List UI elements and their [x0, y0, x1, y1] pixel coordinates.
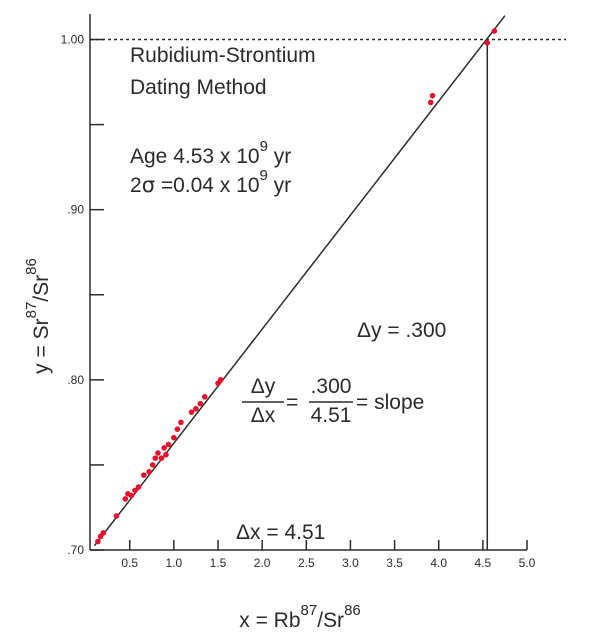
x-tick-label-7: 4.0 [430, 556, 447, 570]
data-point-11 [149, 462, 156, 468]
y-tick-label-4: .90 [67, 203, 84, 217]
age-value-line: Age 4.53 x 109 yr [130, 138, 291, 168]
slope-equals-sign: = [286, 391, 298, 414]
slope-fraction-2-denominator: 4.51 [311, 404, 352, 427]
data-point-26 [217, 377, 224, 383]
slope-fraction-2-numerator: .300 [311, 375, 352, 398]
data-point-4 [122, 496, 129, 502]
data-point-20 [178, 419, 184, 426]
data-point-22 [193, 405, 199, 412]
slope-fraction-1-denominator: Δx [251, 404, 276, 427]
y-tick-label-2: .80 [67, 373, 84, 387]
x-tick-label-1: 1.0 [166, 556, 183, 570]
x-tick-label-0: 0.5 [121, 556, 138, 570]
data-point-2 [100, 530, 107, 536]
y-axis-title: y = Sr87/Sr86 [23, 258, 53, 374]
data-point-21 [188, 409, 195, 415]
axes: .70 .80 .90 1.00 0.5 1.0 1.5 2.0 2.5 3.0 3.5 4.0 4.5… [61, 14, 536, 570]
data-point-6 [128, 492, 135, 499]
chart-title-line-1: Rubidium-Strontium [130, 44, 316, 67]
data-point-16 [163, 451, 169, 458]
data-point-28 [429, 92, 436, 99]
x-tick-label-8: 4.5 [475, 556, 492, 570]
x-tick-label-9: 5.0 [519, 556, 536, 570]
x-tick-label-4: 2.5 [298, 556, 315, 570]
x-tick-label-3: 2.0 [254, 556, 271, 570]
data-point-15 [161, 445, 167, 451]
y-tick-label-0: .70 [67, 543, 84, 557]
data-point-19 [174, 426, 181, 432]
data-point-18 [171, 434, 177, 441]
data-point-10 [146, 468, 152, 475]
data-point-9 [141, 472, 147, 478]
delta-y-annotation: Δy = .300 [357, 319, 446, 342]
data-point-27 [427, 99, 434, 106]
data-point-17 [165, 441, 172, 448]
data-point-30 [491, 28, 498, 34]
data-point-12 [152, 455, 159, 461]
x-axis-title: x = Rb87/Sr86 [239, 602, 361, 632]
age-uncertainty-line: 2σ =0.04 x 109 yr [130, 167, 291, 197]
data-point-29 [484, 40, 491, 46]
data-point-24 [201, 394, 208, 400]
data-point-0 [95, 538, 101, 545]
data-point-7 [132, 487, 138, 494]
chart-title-line-2: Dating Method [130, 76, 267, 99]
y-tick-label-6: 1.00 [61, 33, 85, 47]
x-tick-label-2: 1.5 [210, 556, 227, 570]
data-point-3 [113, 513, 120, 519]
data-point-8 [135, 484, 142, 490]
delta-x-annotation: Δx = 4.51 [236, 521, 325, 544]
slope-equation: Δy Δx = .300 4.51 = slope [242, 375, 424, 427]
slope-label: = slope [356, 391, 424, 414]
data-point-14 [158, 455, 165, 461]
x-tick-label-5: 3.0 [342, 556, 359, 570]
slope-fraction-1-numerator: Δy [251, 375, 276, 398]
data-point-23 [197, 400, 204, 407]
data-point-13 [155, 450, 161, 456]
data-marks [90, 15, 566, 550]
x-tick-label-6: 3.5 [386, 556, 403, 570]
